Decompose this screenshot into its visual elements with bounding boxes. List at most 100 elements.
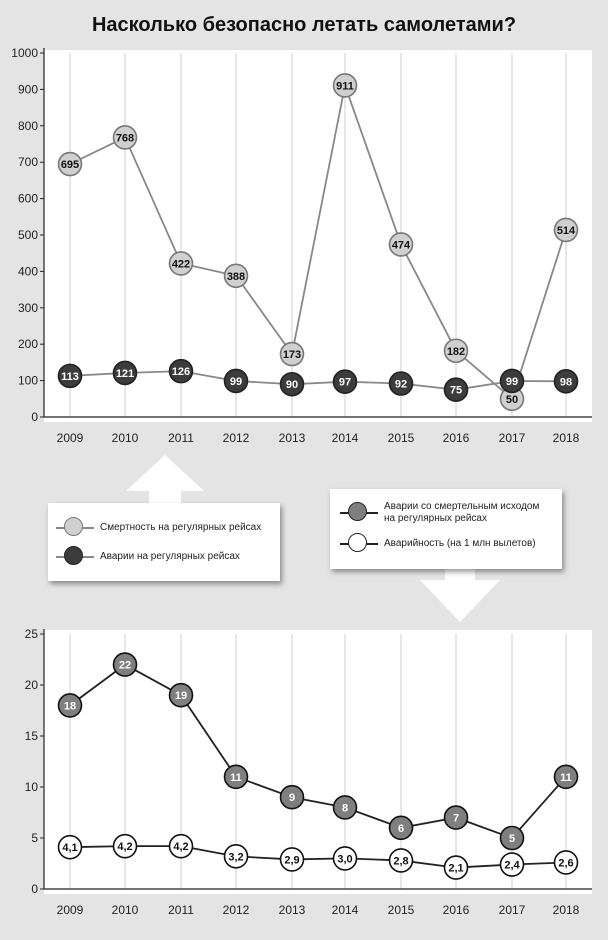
data-label: 90 — [286, 379, 298, 391]
data-label: 19 — [175, 690, 187, 702]
data-label: 514 — [557, 225, 576, 237]
data-point — [112, 652, 138, 677]
x-tick-label: 2010 — [112, 903, 139, 917]
y-tick-label: 800 — [18, 119, 38, 133]
data-label: 422 — [172, 258, 190, 270]
data-point — [388, 848, 414, 873]
y-tick-label: 1000 — [11, 46, 38, 60]
data-label: 5 — [509, 833, 515, 845]
data-point — [168, 682, 194, 708]
y-tick-label: 0 — [31, 410, 38, 424]
data-point — [57, 693, 83, 718]
data-point — [223, 844, 249, 869]
data-label: 11 — [230, 772, 242, 784]
data-point — [332, 846, 358, 871]
y-tick-label: 300 — [18, 301, 38, 315]
legend-item-accident-rate: Аварийность (на 1 млн вылетов) — [340, 533, 536, 555]
x-tick-label: 2010 — [112, 431, 139, 445]
x-tick-label: 2011 — [168, 903, 194, 917]
data-point — [223, 368, 249, 394]
data-point — [223, 764, 249, 790]
data-label: 6 — [398, 823, 404, 835]
x-tick-label: 2016 — [443, 903, 470, 917]
legend-item-fatalities: Смертность на регулярных рейсах — [56, 517, 261, 539]
data-label: 113 — [61, 371, 79, 383]
data-point — [279, 847, 305, 872]
x-tick-label: 2018 — [553, 903, 580, 917]
data-label: 2,8 — [393, 855, 408, 867]
legend-item-accidents: Аварии на регулярных рейсах — [56, 546, 240, 568]
data-point — [499, 825, 525, 851]
data-label: 695 — [61, 159, 79, 171]
data-label: 98 — [560, 376, 572, 388]
data-point — [279, 371, 305, 397]
data-point — [332, 369, 358, 394]
y-tick-label: 0 — [31, 882, 38, 896]
x-tick-label: 2017 — [499, 431, 526, 445]
data-label: 911 — [336, 80, 354, 92]
y-tick-label: 500 — [18, 228, 38, 242]
data-label: 121 — [116, 368, 134, 380]
data-point — [443, 338, 469, 364]
series-line — [69, 81, 567, 401]
chart-panel-top — [44, 50, 592, 422]
y-tick-label: 900 — [18, 82, 38, 96]
data-point — [553, 369, 579, 394]
data-point — [388, 815, 414, 841]
x-tick-label: 2012 — [223, 431, 250, 445]
y-tick-label: 5 — [31, 831, 38, 845]
data-point — [553, 764, 579, 790]
x-tick-label: 2015 — [388, 431, 415, 445]
data-label: 11 — [560, 772, 572, 784]
x-tick-label: 2013 — [279, 903, 306, 917]
data-label: 18 — [64, 700, 76, 712]
data-point — [388, 371, 414, 396]
legend-label: Аварии на регулярных рейсах — [100, 551, 240, 562]
data-point — [443, 805, 469, 830]
x-tick-label: 2018 — [553, 431, 580, 445]
chart-top: 0 100 200 300 400 500 600 700 800 900 1000 2009 2010… — [11, 46, 592, 445]
y-tick-label: 25 — [25, 627, 39, 641]
data-label: 474 — [392, 239, 411, 251]
data-label: 3,0 — [337, 853, 352, 865]
data-point — [57, 834, 83, 860]
data-label: 99 — [230, 376, 242, 388]
data-label: 99 — [506, 376, 518, 388]
legend-label: Аварии со смертельным исходом на регуляр… — [384, 501, 540, 524]
data-point — [553, 850, 579, 875]
data-point — [332, 73, 358, 98]
data-point — [443, 855, 469, 880]
x-tick-label: 2016 — [443, 431, 470, 445]
legend-symbol-white-circle — [340, 533, 378, 555]
data-label: 173 — [283, 349, 301, 361]
data-label: 50 — [506, 394, 518, 406]
data-label: 4,2 — [117, 841, 132, 853]
data-point — [168, 251, 194, 276]
data-label: 2,1 — [448, 863, 463, 875]
series-line — [69, 663, 567, 840]
data-label: 3,2 — [228, 851, 243, 863]
data-label: 4,1 — [62, 842, 77, 854]
data-point — [279, 341, 305, 367]
x-tick-label: 2012 — [223, 903, 250, 917]
data-label: 22 — [119, 660, 131, 672]
y-tick-label: 15 — [25, 729, 39, 743]
data-label: 97 — [339, 377, 351, 389]
data-point — [112, 833, 138, 859]
x-tick-label: 2013 — [279, 431, 306, 445]
data-point — [443, 377, 469, 403]
page-title: Насколько безопасно летать самолетами? — [91, 14, 517, 36]
legend-symbol-grey-circle — [340, 502, 378, 524]
data-point — [57, 151, 83, 177]
data-point — [499, 852, 525, 877]
legend-symbol-light-circle — [56, 517, 94, 539]
x-tick-label: 2017 — [499, 903, 526, 917]
data-label: 7 — [453, 813, 459, 825]
y-tick-label: 700 — [18, 155, 38, 169]
data-point — [112, 125, 138, 150]
data-label: 4,2 — [173, 841, 188, 853]
data-point — [223, 263, 249, 289]
legend-item-fatal-accidents: Аварии со смертельным исходом на регуляр… — [340, 501, 544, 525]
legend-symbol-dark-circle — [56, 546, 94, 568]
